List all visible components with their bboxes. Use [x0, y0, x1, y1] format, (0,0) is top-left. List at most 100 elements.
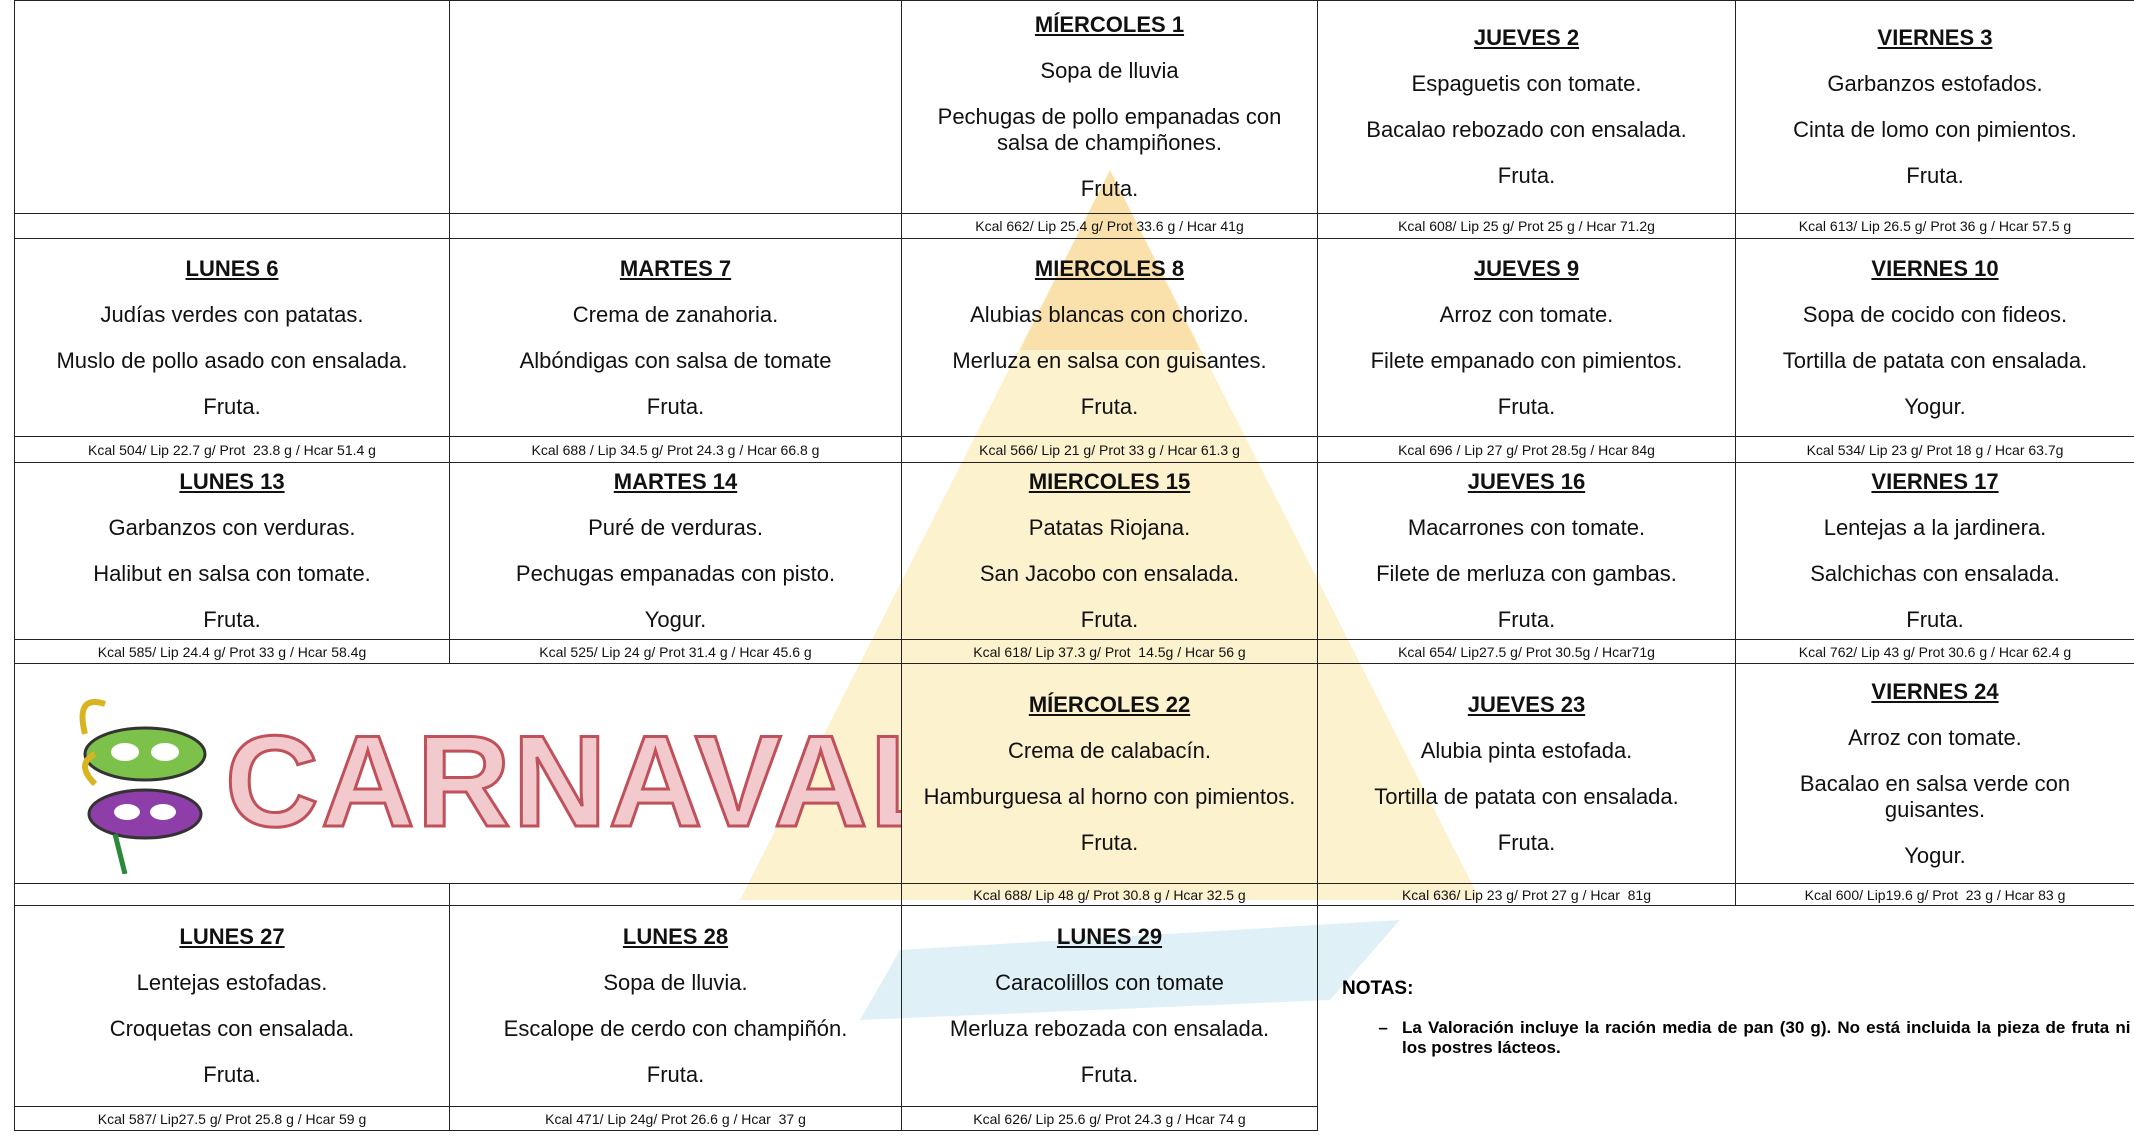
kcal-cell: Kcal 636/ Lip 23 g/ Prot 27 g / Hcar 81g — [1317, 883, 1736, 906]
notes-heading: NOTAS: — [1342, 978, 1414, 1000]
kcal-cell: Kcal 585/ Lip 24.4 g/ Prot 33 g / Hcar 5… — [14, 639, 450, 664]
day-row: LUNES 27 Lentejas estofadas. Croquetas con… — [14, 905, 2134, 1107]
empty-cell — [14, 0, 450, 214]
kcal-cell: Kcal 471/ Lip 24g/ Prot 26.6 g / Hcar 37… — [449, 1106, 902, 1131]
day-title: JUEVES 23 — [1467, 691, 1586, 717]
day-cell: MARTES 14 Puré de verduras. Pechugas empan… — [449, 462, 902, 640]
day-title: JUEVES 9 — [1473, 255, 1580, 281]
kcal-cell: Kcal 525/ Lip 24 g/ Prot 31.4 g / Hcar 4… — [449, 639, 902, 664]
day-title: JUEVES 2 — [1473, 25, 1580, 50]
dish: Filete empanado con pimientos. — [1370, 347, 1683, 373]
day-title: JUEVES 16 — [1467, 469, 1586, 494]
dish: Tortilla de patata con ensalada. — [1374, 783, 1679, 809]
empty-cell — [14, 213, 450, 239]
day-cell: LUNES 29 Caracolillos con tomate Merluza r… — [901, 905, 1318, 1107]
dish: Fruta. — [1497, 607, 1556, 632]
day-title: LUNES 6 — [185, 255, 279, 281]
dish: Arroz con tomate. — [1848, 724, 2022, 750]
dish: Sopa de cocido con fideos. — [1802, 301, 2068, 327]
day-content: MIERCOLES 8 Alubias blancas con chorizo. M… — [903, 250, 1317, 426]
carnaval-title: CARNAVAL — [223, 707, 902, 856]
kcal-cell: Kcal 613/ Lip 26.5 g/ Prot 36 g / Hcar 5… — [1735, 213, 2134, 239]
dish: Cinta de lomo con pimientos. — [1793, 117, 2077, 142]
dish: Halibut en salsa con tomate. — [93, 561, 371, 586]
day-content: LUNES 6 Judías verdes con patatas. Muslo d… — [16, 250, 449, 426]
empty-cell — [449, 883, 902, 906]
day-title: LUNES 27 — [179, 924, 285, 949]
day-cell: LUNES 6 Judías verdes con patatas. Muslo d… — [14, 238, 450, 437]
day-title: MIERCOLES 15 — [1028, 469, 1191, 494]
dish: Garbanzos estofados. — [1827, 71, 2043, 96]
dish: Albóndigas con salsa de tomate — [519, 347, 832, 373]
day-content: LUNES 13 Garbanzos con verduras. Halibut e… — [16, 464, 449, 639]
day-cell: JUEVES 16 Macarrones con tomate. Filete de… — [1317, 462, 1736, 640]
dish: Fruta. — [1497, 163, 1556, 188]
dish: Caracolillos con tomate — [995, 970, 1224, 995]
day-cell: JUEVES 9 Arroz con tomate. Filete empanado… — [1317, 238, 1736, 437]
dish: Fruta. — [1080, 607, 1139, 632]
day-content: MÍERCOLES 22 Crema de calabacín. Hamburgue… — [903, 686, 1317, 862]
dish: Puré de verduras. — [588, 515, 763, 540]
day-cell: MIERCOLES 15 Patatas Riojana. San Jacobo c… — [901, 462, 1318, 640]
dish: Croquetas con ensalada. — [109, 1016, 355, 1041]
day-content: MÍERCOLES 1 Sopa de lluvia Pechugas de pol… — [903, 6, 1317, 208]
kcal-row: Kcal 585/ Lip 24.4 g/ Prot 33 g / Hcar 5… — [14, 639, 2134, 664]
day-title: MÍERCOLES 1 — [1034, 12, 1185, 37]
day-content: LUNES 27 Lentejas estofadas. Croquetas con… — [16, 918, 449, 1094]
day-content: MIERCOLES 15 Patatas Riojana. San Jacobo c… — [903, 464, 1317, 639]
day-title: MIERCOLES 8 — [1034, 255, 1185, 281]
day-content: LUNES 28 Sopa de lluvia. Escalope de cerdo… — [451, 918, 901, 1094]
dish: Fruta. — [646, 393, 705, 419]
day-title: LUNES 13 — [179, 469, 285, 494]
day-content: MARTES 7 Crema de zanahoria. Albóndigas co… — [451, 250, 901, 426]
kcal-cell: Kcal 534/ Lip 23 g/ Prot 18 g / Hcar 63.… — [1735, 436, 2134, 463]
day-content: JUEVES 16 Macarrones con tomate. Filete de… — [1319, 464, 1735, 639]
kcal-cell: Kcal 504/ Lip 22.7 g/ Prot 23.8 g / Hcar… — [14, 436, 450, 463]
kcal-cell: Kcal 626/ Lip 25.6 g/ Prot 24.3 g / Hcar… — [901, 1106, 1318, 1131]
dish: Yogur. — [644, 607, 707, 632]
dish: Bacalao en salsa verde con guisantes. — [1799, 770, 2071, 822]
kcal-row: Kcal 688/ Lip 48 g/ Prot 30.8 g / Hcar 3… — [14, 883, 2134, 906]
kcal-cell: Kcal 662/ Lip 25.4 g/ Prot 33.6 g / Hcar… — [901, 213, 1318, 239]
dish: Muslo de pollo asado con ensalada. — [56, 347, 408, 373]
dish: Espaguetis con tomate. — [1411, 71, 1642, 96]
dish: Alubia pinta estofada. — [1420, 737, 1633, 763]
dish: Yogur. — [1904, 393, 1966, 419]
day-title: VIERNES 3 — [1877, 25, 1993, 50]
dish: Fruta. — [203, 607, 261, 632]
kcal-cell: Kcal 762/ Lip 43 g/ Prot 30.6 g / Hcar 6… — [1735, 639, 2134, 664]
kcal-cell: Kcal 600/ Lip19.6 g/ Prot 23 g / Hcar 83… — [1735, 883, 2134, 906]
empty-cell — [449, 0, 902, 214]
day-title: LUNES 28 — [622, 924, 729, 949]
dish: Patatas Riojana. — [1028, 515, 1191, 540]
day-cell: LUNES 28 Sopa de lluvia. Escalope de cerdo… — [449, 905, 902, 1107]
day-cell: JUEVES 2 Espaguetis con tomate. Bacalao re… — [1317, 0, 1736, 214]
day-cell: VIERNES 17 Lentejas a la jardinera. Salchi… — [1735, 462, 2134, 640]
day-row: LUNES 13 Garbanzos con verduras. Halibut e… — [14, 462, 2134, 640]
day-title: LUNES 29 — [1056, 924, 1163, 949]
dish: Bacalao rebozado con ensalada. — [1366, 117, 1687, 142]
dish: Pechugas empanadas con pisto. — [515, 561, 836, 586]
dish: Fruta. — [203, 393, 261, 419]
dish: Judías verdes con patatas. — [100, 301, 364, 327]
mask-icon — [79, 699, 207, 874]
empty-cell — [449, 213, 902, 239]
dish: Lentejas a la jardinera. — [1823, 515, 2047, 540]
day-content: VIERNES 24 Arroz con tomate. Bacalao en sa… — [1737, 673, 2134, 875]
day-row: LUNES 6 Judías verdes con patatas. Muslo d… — [14, 238, 2134, 437]
dish: Fruta. — [1080, 829, 1139, 855]
day-title: MÍERCOLES 22 — [1028, 691, 1191, 717]
day-cell: LUNES 13 Garbanzos con verduras. Halibut e… — [14, 462, 450, 640]
kcal-cell: Kcal 566/ Lip 21 g/ Prot 33 g / Hcar 61.… — [901, 436, 1318, 463]
day-cell: JUEVES 23 Alubia pinta estofada. Tortilla … — [1317, 663, 1736, 884]
dish: Fruta. — [1080, 393, 1139, 419]
day-title: VIERNES 24 — [1871, 678, 1999, 704]
dish: Fruta. — [1080, 176, 1139, 201]
day-title: MARTES 14 — [613, 469, 738, 494]
day-cell: VIERNES 24 Arroz con tomate. Bacalao en sa… — [1735, 663, 2134, 884]
dish: Fruta. — [1497, 393, 1556, 419]
dish: Salchichas con ensalada. — [1810, 561, 2060, 586]
menu-table: MÍERCOLES 1 Sopa de lluvia Pechugas de pol… — [14, 0, 2134, 1131]
kcal-row: Kcal 504/ Lip 22.7 g/ Prot 23.8 g / Hcar… — [14, 436, 2134, 463]
